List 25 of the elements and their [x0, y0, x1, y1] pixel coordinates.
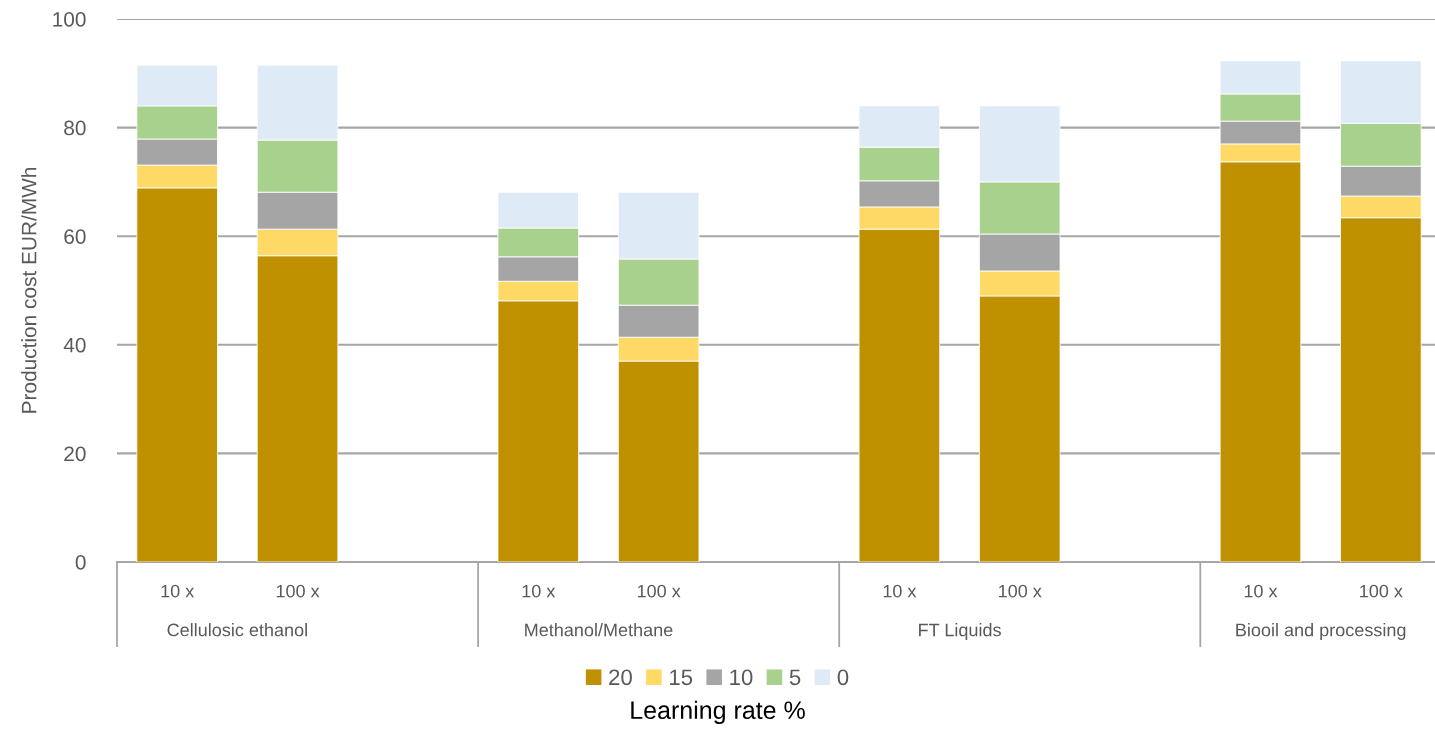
legend-label: 0	[837, 669, 849, 686]
y-tick-label: 0	[75, 555, 86, 570]
x-tick-label: 10 x	[1244, 584, 1278, 598]
x-tick-label: 10 x	[883, 584, 917, 598]
legend-label: 20	[609, 669, 632, 686]
x-tick-label: 100 x	[1360, 584, 1403, 598]
x-tick-label: 100 x	[276, 584, 320, 598]
text: Cellulosic ethanol	[167, 623, 307, 637]
y-tick-label: 20	[64, 446, 86, 462]
y-tick-label: 80	[64, 120, 86, 136]
text: Methanol/Methane	[525, 623, 673, 637]
y-tick-label: 100	[53, 12, 86, 27]
legend-title: Learning rate %	[631, 700, 805, 724]
y-axis-title: Production cost EUR/MWh	[21, 167, 37, 413]
text: Biooil and processing	[1236, 623, 1406, 640]
y-tick-label: 40	[63, 337, 86, 353]
x-tick-label: 10 x	[522, 584, 556, 598]
legend-label: 15	[670, 669, 693, 686]
y-tick-label: 60	[64, 229, 86, 244]
x-tick-label: 100 x	[999, 584, 1042, 598]
text: FT Liquids	[919, 623, 1001, 640]
x-tick-label: 10 x	[161, 584, 195, 598]
legend-label: 10	[730, 669, 753, 686]
x-tick-label: 100 x	[637, 584, 681, 598]
legend-label: 5	[789, 669, 801, 686]
